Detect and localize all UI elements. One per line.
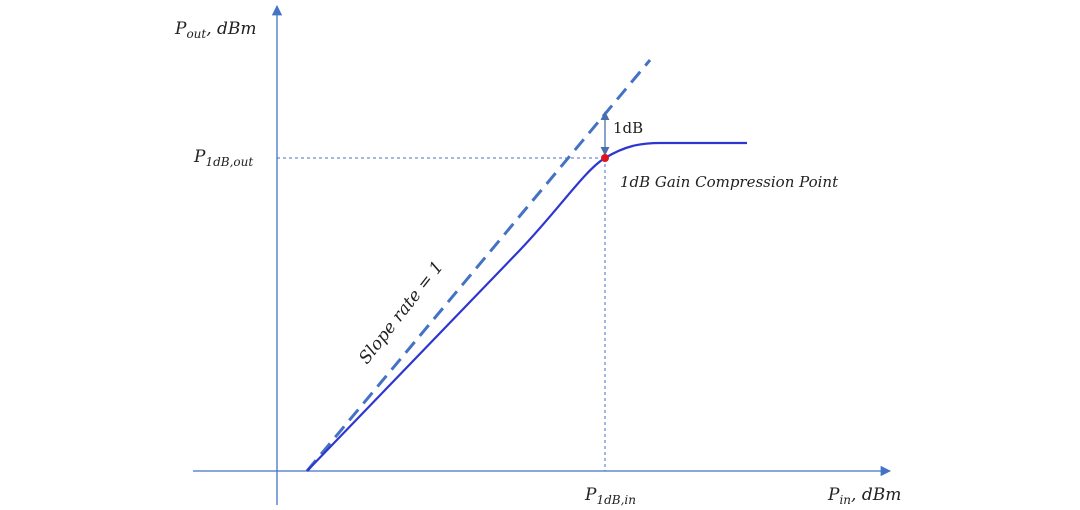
delta-label: 1dB <box>613 119 643 137</box>
compression-point <box>601 154 609 162</box>
text-part: out <box>186 27 206 41</box>
text-part: P <box>174 19 187 39</box>
slope-label: Slope rate = 1 <box>355 258 448 369</box>
text-part: 1dB,out <box>205 155 253 169</box>
text-part: in <box>839 493 851 507</box>
text-part: 1dB,in <box>596 493 636 507</box>
text-part: , dBm <box>851 485 901 505</box>
p1db-in-label: P1dB,in <box>584 485 636 507</box>
point-label: 1dB Gain Compression Point <box>620 173 839 191</box>
text-part: P <box>584 485 597 505</box>
ideal-line <box>305 59 652 472</box>
y-axis-label: Pout, dBm <box>174 19 257 41</box>
p1db-out-label: P1dB,out <box>193 147 253 169</box>
text-part: P <box>827 485 840 505</box>
x-axis-label: Pin, dBm <box>827 485 901 507</box>
text-part: P <box>193 147 206 167</box>
response-curve <box>306 141 747 472</box>
text-part: , dBm <box>206 19 256 39</box>
